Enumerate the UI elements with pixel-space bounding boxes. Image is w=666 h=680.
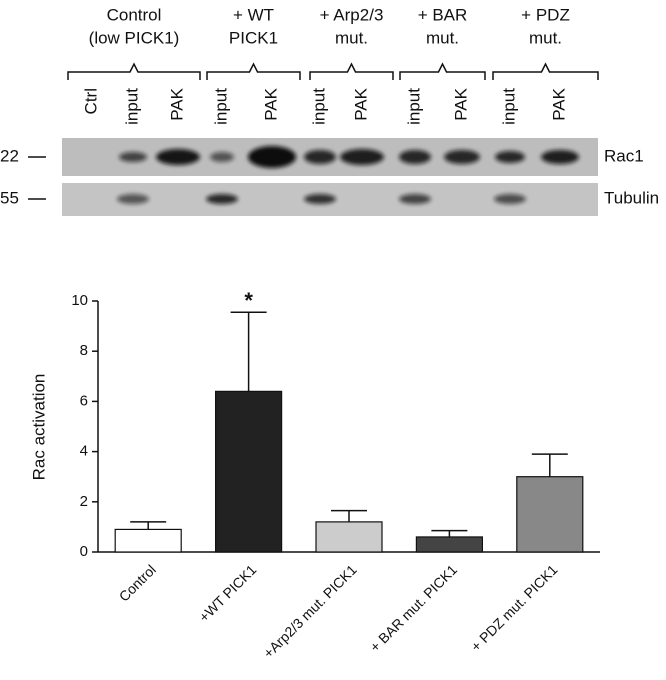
y-tick-label: 8: [80, 342, 88, 359]
y-axis-label: Rac activation: [29, 374, 48, 481]
tubulin-band: [399, 194, 431, 204]
lane-label: PAK: [451, 87, 470, 120]
lane-label: input: [211, 88, 230, 125]
group-brace: [67, 62, 201, 80]
group-brace: [309, 62, 394, 80]
x-tick-label: + BAR mut. PICK1: [367, 561, 461, 655]
rac1-band: [248, 146, 296, 168]
group-label: PICK1: [229, 28, 278, 47]
rac1-band: [541, 150, 579, 164]
rac1-band: [399, 150, 431, 164]
rac1-band: [304, 150, 336, 164]
x-tick-label: +Arp2/3 mut. PICK1: [260, 561, 360, 661]
lane-label: input: [122, 88, 141, 125]
rac1-band: [495, 151, 525, 163]
x-tick-label: Control: [116, 561, 159, 604]
size-marker: 55: [0, 188, 19, 207]
group-label: mut.: [335, 28, 368, 47]
group-label: (low PICK1): [89, 28, 180, 47]
x-tick-label: + PDZ mut. PICK1: [468, 561, 561, 654]
protein-label: Rac1: [604, 146, 644, 165]
y-tick-label: 6: [80, 392, 88, 409]
y-tick-label: 2: [80, 493, 88, 510]
group-label: Control: [107, 5, 162, 24]
bar: [315, 521, 383, 553]
lane-label: input: [499, 88, 518, 125]
rac1-band: [119, 152, 147, 162]
lane-label: input: [404, 88, 423, 125]
lane-label: PAK: [261, 87, 280, 120]
significance-marker: *: [244, 288, 253, 313]
lane-label: PAK: [351, 87, 370, 120]
group-brace: [399, 62, 486, 80]
group-label: mut.: [426, 28, 459, 47]
lane-label: PAK: [167, 87, 186, 120]
group-label: mut.: [529, 28, 562, 47]
group-label: + PDZ: [521, 5, 570, 24]
group-label: + Arp2/3: [320, 5, 384, 24]
group-brace: [492, 62, 599, 80]
protein-label: Tubulin: [604, 188, 659, 207]
rac1-band: [340, 149, 384, 165]
rac1-band: [156, 149, 200, 165]
tubulin-band: [206, 194, 238, 204]
tubulin-band: [117, 194, 149, 204]
lane-label: Ctrl: [81, 88, 100, 114]
y-tick-label: 4: [80, 443, 88, 460]
tubulin-band: [494, 194, 526, 204]
tubulin-band: [304, 194, 336, 204]
rac1-band: [444, 150, 480, 164]
lane-label: input: [309, 88, 328, 125]
x-tick-label: +WT PICK1: [196, 561, 260, 625]
y-tick-label: 10: [71, 292, 88, 309]
group-label: + BAR: [418, 5, 468, 24]
group-label: + WT: [233, 5, 274, 24]
bar: [114, 528, 182, 553]
bar: [215, 390, 283, 553]
group-brace: [206, 62, 301, 80]
bar: [516, 476, 584, 553]
y-tick-label: 0: [80, 543, 88, 560]
bar: [415, 536, 483, 553]
size-marker: 22: [0, 146, 19, 165]
rac1-band: [210, 152, 234, 162]
lane-label: PAK: [549, 87, 568, 120]
